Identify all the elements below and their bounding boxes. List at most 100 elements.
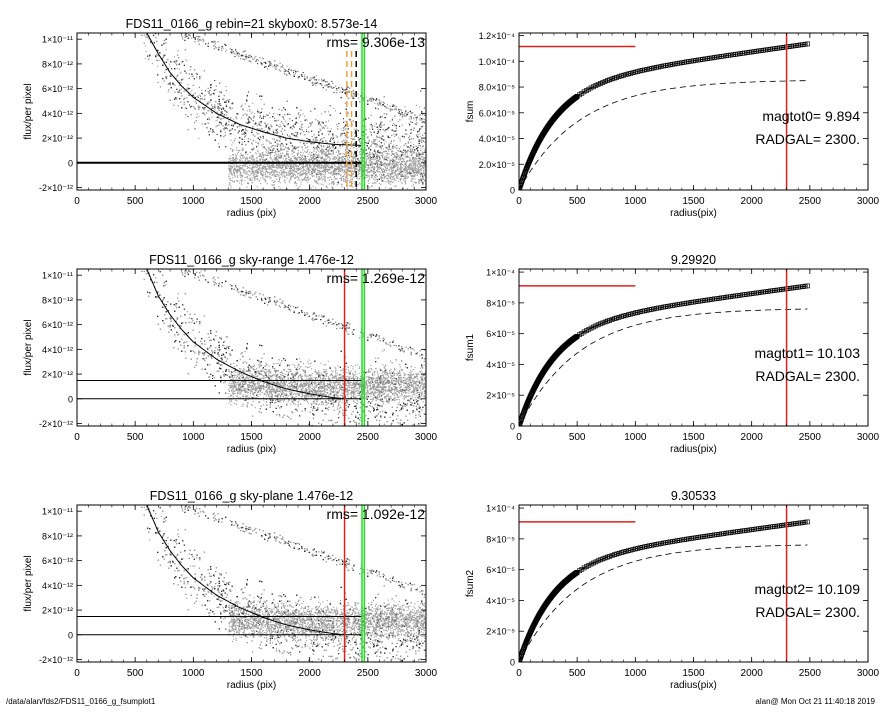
scatter-point (321, 125, 322, 126)
scatter-point (375, 152, 376, 153)
scatter-point (383, 139, 384, 140)
scatter-point (198, 95, 199, 96)
scatter-point (307, 138, 308, 139)
scatter-point (393, 134, 394, 135)
scatter-point (166, 78, 167, 79)
scatter-point (234, 56, 235, 57)
scatter-point (232, 142, 233, 143)
scatter-point (345, 121, 346, 122)
scatter-point (400, 146, 401, 147)
scatter-point (348, 155, 349, 156)
scatter-point (358, 147, 359, 148)
scatter-point (423, 146, 424, 147)
scatter-point (256, 94, 257, 95)
scatter-point (419, 106, 420, 107)
scatter-point (422, 126, 423, 127)
scatter-point (311, 77, 312, 78)
scatter-point (418, 139, 419, 140)
scatter-point (329, 146, 330, 147)
scatter-point (198, 36, 199, 37)
scatter-point (399, 111, 400, 112)
scatter-point (215, 120, 216, 121)
scatter-point (328, 120, 329, 121)
scatter-point (400, 109, 401, 110)
scatter-point (185, 31, 186, 32)
scatter-point (263, 146, 264, 147)
scatter-point (254, 113, 255, 114)
scatter-point (257, 110, 258, 111)
scatter-point (215, 108, 216, 109)
scatter-point (269, 113, 270, 114)
scatter-point (252, 130, 253, 131)
scatter-point (344, 126, 345, 127)
scatter-point (185, 31, 186, 32)
scatter-point (309, 154, 310, 155)
scatter-point (157, 66, 158, 67)
scatter-point (170, 100, 171, 101)
scatter-point (264, 147, 265, 148)
scatter-point (284, 73, 285, 74)
scatter-point (310, 77, 311, 78)
scatter-point (266, 139, 267, 140)
scatter-point (354, 151, 355, 152)
scatter-point (181, 89, 182, 90)
scatter-point (265, 148, 266, 149)
scatter-point (198, 97, 199, 98)
scatter-point (297, 122, 298, 123)
scatter-point (410, 116, 411, 117)
scatter-point (266, 66, 267, 67)
scatter-point (375, 140, 376, 141)
scatter-point (282, 134, 283, 135)
scatter-point (280, 124, 281, 125)
scatter-point (337, 126, 338, 127)
scatter-point (245, 50, 246, 51)
scatter-point (263, 144, 264, 145)
scatter-point (342, 146, 343, 147)
scatter-point (358, 137, 359, 138)
scatter-point (384, 144, 385, 145)
scatter-point (311, 123, 312, 124)
scatter-point (282, 123, 283, 124)
scatter-point (411, 202, 412, 203)
scatter-point (303, 72, 304, 73)
scatter-point (185, 59, 186, 60)
scatter-point (259, 121, 260, 122)
scatter-point (325, 140, 326, 141)
scatter-point (241, 131, 242, 132)
scatter-point (304, 116, 305, 117)
scatter-point (287, 101, 288, 102)
scatter-point (377, 157, 378, 158)
scatter-point (227, 117, 228, 118)
scatter-point (203, 41, 204, 42)
scatter-point (421, 142, 422, 143)
scatter-point (152, 63, 153, 64)
scatter-point (260, 125, 261, 126)
scatter-point (413, 118, 414, 119)
scatter-point (286, 74, 287, 75)
scatter-point (399, 126, 400, 127)
scatter-point (387, 104, 388, 105)
scatter-point (300, 167, 301, 168)
scatter-point (302, 157, 303, 158)
scatter-point (371, 134, 372, 135)
scatter-point (347, 88, 348, 89)
scatter-point (248, 91, 249, 92)
scatter-point (256, 132, 257, 133)
scatter-point (379, 145, 380, 146)
scatter-point (336, 90, 337, 91)
scatter-point (197, 39, 198, 40)
scatter-point (400, 139, 401, 140)
scatter-point (217, 120, 218, 121)
scatter-point (358, 98, 359, 99)
scatter-point (354, 95, 355, 96)
scatter-point (379, 103, 380, 104)
scatter-point (340, 128, 341, 129)
scatter-point (338, 123, 339, 124)
scatter-point (394, 161, 395, 162)
scatter-point (416, 120, 417, 121)
scatter-point (191, 38, 192, 39)
scatter-point (238, 52, 239, 53)
scatter-point (320, 139, 321, 140)
scatter-point (214, 90, 215, 91)
